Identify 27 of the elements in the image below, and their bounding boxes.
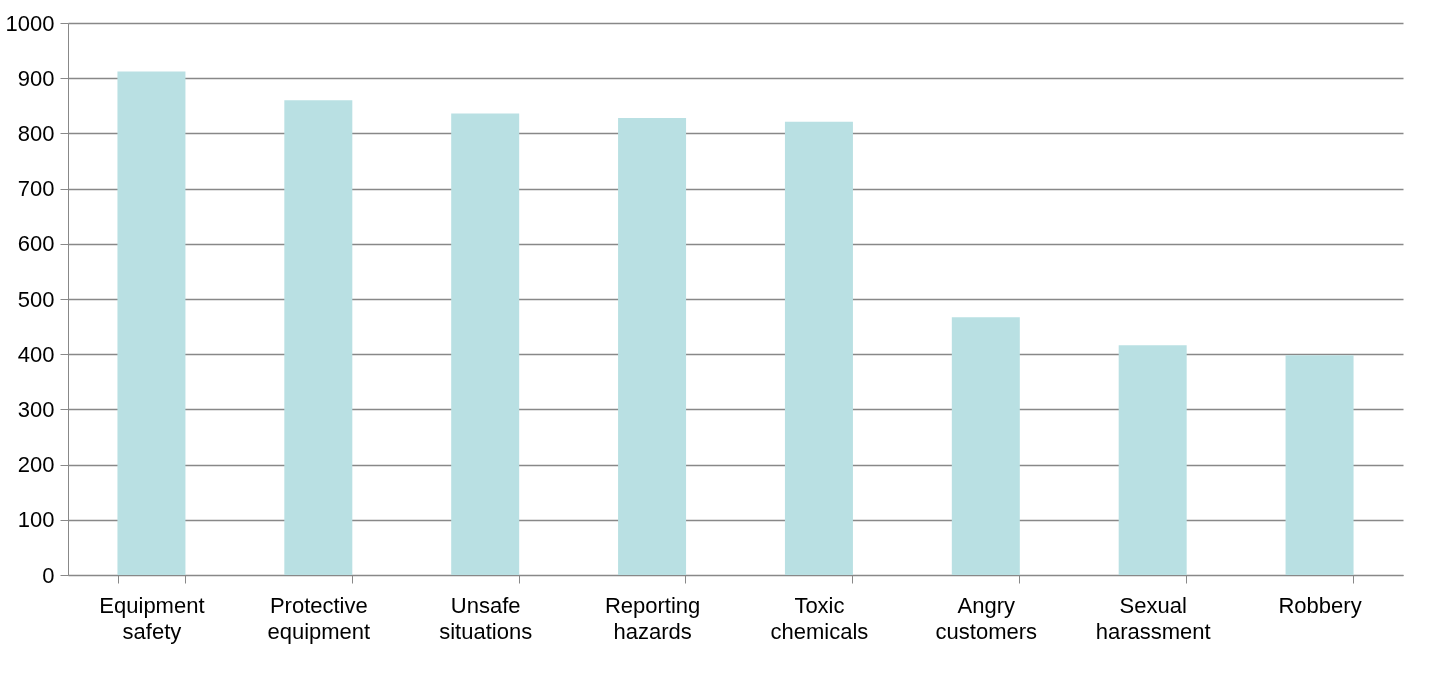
y-tick-label: 800 [17, 120, 55, 146]
bar [784, 121, 853, 575]
bar [451, 113, 520, 575]
x-tick-label: Reporting hazards [604, 592, 701, 644]
y-tick-label: 900 [17, 65, 55, 91]
y-tick-label: 600 [17, 231, 55, 257]
bar [618, 117, 687, 575]
y-tick-label: 500 [17, 286, 55, 312]
bar [1118, 345, 1187, 575]
y-tick-label: 200 [17, 452, 55, 478]
y-tick-label: 1000 [5, 10, 55, 36]
bar [951, 317, 1020, 575]
bar [117, 71, 186, 575]
x-tick-label: Protective equipment [267, 592, 371, 644]
bar [1285, 355, 1354, 575]
x-tick-label: Unsafe situations [439, 592, 533, 644]
bar [284, 100, 353, 575]
y-tick-label: 100 [17, 507, 55, 533]
x-tick-label: Sexual harassment [1095, 592, 1211, 644]
x-tick-label: Toxic chemicals [770, 592, 869, 644]
x-tick-label: Robbery [1278, 592, 1362, 618]
x-tick-label: Equipment safety [99, 592, 205, 644]
y-tick-label: 0 [42, 562, 55, 588]
y-tick-label: 400 [17, 341, 55, 367]
y-tick-label: 300 [17, 396, 55, 422]
x-tick-label: Angry customers [935, 592, 1038, 644]
y-tick-label: 700 [17, 176, 55, 202]
